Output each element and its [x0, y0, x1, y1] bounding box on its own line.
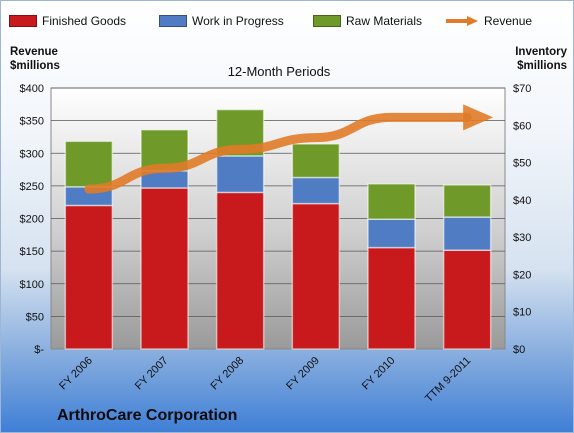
x-tick-label: FY 2008 [209, 355, 247, 393]
bar-work-in-progress [367, 218, 416, 249]
left-tick-label: $150 [20, 246, 44, 258]
left-tick-label: $350 [20, 116, 44, 128]
legend-item-raw-materials: Raw Materials [313, 14, 422, 28]
bar-raw-materials [442, 184, 492, 218]
bar-finished-goods [215, 191, 265, 350]
bar-finished-goods [140, 187, 189, 350]
right-tick-label: $0 [513, 344, 525, 356]
revenue-line-path [84, 112, 472, 194]
right-tick-label: $70 [513, 83, 531, 95]
bar-raw-materials [367, 183, 416, 220]
left-tick-label: $- [34, 344, 44, 356]
company-name: ArthroCare Corporation [57, 407, 238, 424]
x-tick-label: FY 2009 [284, 355, 322, 393]
bar-finished-goods [442, 249, 492, 350]
x-tick-label: FY 2007 [133, 355, 171, 393]
right-tick-label: $40 [513, 195, 531, 207]
bar-finished-goods [64, 204, 114, 350]
bar-raw-materials [291, 143, 341, 179]
legend-item-revenue: Revenue [445, 14, 532, 28]
right-axis-title-line2: $millions [517, 60, 567, 72]
left-tick-label: $300 [20, 148, 44, 160]
bar-work-in-progress [215, 155, 265, 194]
x-tick-label: TTM 9-2011 [423, 355, 473, 405]
left-axis-ticks: $- $50 $100 $150 $200 $250 $300 $350 $400 [20, 83, 45, 356]
left-tick-label: $400 [20, 83, 44, 95]
legend-arrow-icon [446, 16, 478, 26]
right-tick-label: $50 [513, 158, 531, 170]
right-tick-label: $20 [513, 269, 531, 281]
legend-label-raw-materials: Raw Materials [346, 14, 423, 28]
x-tick-label: FY 2010 [360, 355, 398, 393]
right-tick-label: $10 [513, 307, 531, 319]
legend: Finished Goods Work in Progress Raw Mate… [9, 14, 569, 34]
x-tick-label: FY 2006 [57, 355, 95, 393]
revenue-line [84, 104, 494, 194]
left-axis-title: Revenue $millions [10, 45, 60, 73]
bars [64, 108, 492, 350]
legend-swatch-raw-materials [313, 15, 341, 27]
legend-item-finished-goods: Finished Goods [9, 14, 126, 28]
bar-finished-goods [367, 246, 416, 350]
left-axis-title-line2: $millions [10, 60, 60, 72]
right-tick-label: $60 [513, 120, 531, 132]
left-axis-title-line1: Revenue [10, 46, 58, 58]
bar-finished-goods [291, 202, 341, 350]
bar-raw-materials [64, 140, 114, 188]
bar-work-in-progress [442, 216, 492, 251]
x-axis-ticks: FY 2006 FY 2007 FY 2008 FY 2009 FY 2010 TTM 9… [57, 355, 473, 405]
left-tick-label: $100 [20, 279, 44, 291]
right-axis-ticks: $0 $10 $20 $30 $40 $50 $60 $70 [513, 83, 531, 356]
right-axis-title: Inventory $millions [515, 45, 567, 73]
legend-swatch-work-in-progress [159, 15, 187, 27]
left-tick-label: $250 [20, 181, 44, 193]
legend-label-work-in-progress: Work in Progress [192, 14, 284, 28]
left-tick-label: $50 [26, 311, 44, 323]
right-tick-label: $30 [513, 232, 531, 244]
legend-label-revenue: Revenue [484, 14, 533, 28]
legend-item-work-in-progress: Work in Progress [159, 14, 284, 28]
right-axis-title-line1: Inventory [515, 46, 567, 58]
legend-label-finished-goods: Finished Goods [42, 14, 127, 28]
chart-title: 12-Month Periods [228, 64, 331, 79]
left-tick-label: $200 [20, 214, 44, 226]
bar-work-in-progress [291, 176, 341, 205]
gridlines [51, 87, 505, 317]
revenue-arrowhead [463, 104, 494, 131]
legend-swatch-finished-goods [9, 15, 37, 27]
